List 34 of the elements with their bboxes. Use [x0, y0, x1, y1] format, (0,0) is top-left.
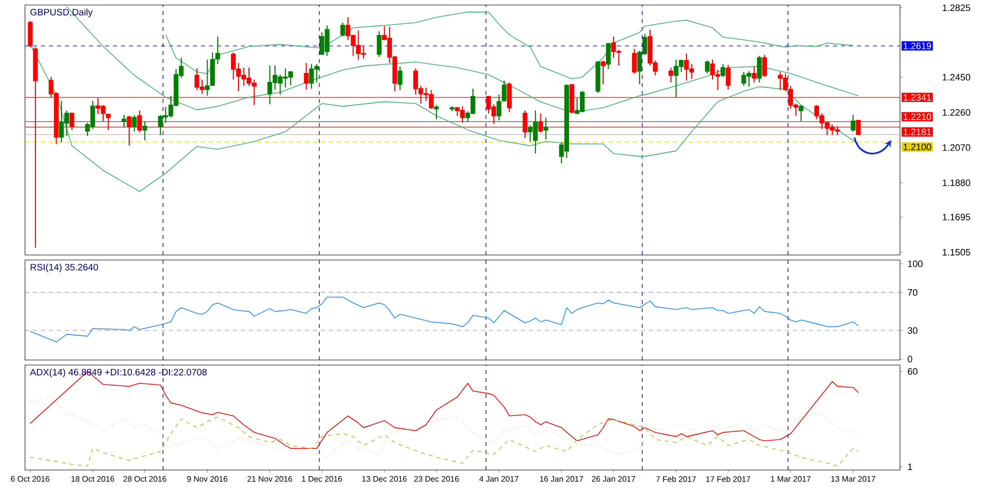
x-tick-label: 21 Nov 2016 [248, 476, 292, 482]
x-tick-label: 17 Feb 2017 [706, 476, 750, 482]
y-tick-label: 0 [908, 356, 912, 362]
chart-title: RSI(14) 35.2640 [30, 264, 98, 272]
x-tick-label: 16 Jan 2017 [540, 476, 584, 482]
x-tick-label: 28 Oct 2016 [123, 476, 166, 482]
x-tick-label: 9 Nov 2016 [187, 476, 228, 482]
ref-line-label: 1.2210 [904, 113, 932, 120]
y-tick-label: 100 [908, 260, 923, 268]
ref-line-label: 1.2181 [904, 128, 932, 136]
y-tick-label: 1.2825 [942, 4, 970, 12]
x-tick-label: 13 Dec 2016 [362, 476, 407, 482]
y-tick-label: 70 [908, 289, 918, 296]
y-tick-label: 1.2450 [942, 74, 970, 81]
x-tick-label: 18 Oct 2016 [72, 476, 114, 482]
ref-line-label: 1.2100 [904, 144, 932, 150]
x-tick-label: 1 Dec 2016 [302, 476, 342, 482]
y-tick-label: 1 [908, 464, 912, 470]
x-tick-label: 23 Dec 2016 [414, 476, 459, 482]
y-tick-label: 1.1880 [942, 179, 970, 186]
ref-line-label: 1.2341 [904, 94, 932, 101]
y-tick-label: 1.1505 [942, 248, 970, 256]
y-tick-label: 60 [908, 368, 918, 375]
x-tick-label: 26 Jan 2017 [592, 476, 636, 482]
x-tick-label: 1 Mar 2017 [771, 476, 810, 482]
y-tick-label: 1.1695 [942, 214, 970, 220]
x-tick-label: 13 Mar 2017 [831, 476, 876, 482]
x-tick-label: 4 Jan 2017 [479, 476, 518, 482]
y-tick-label: 1.2070 [942, 144, 970, 151]
x-tick-label: 7 Feb 2017 [656, 476, 696, 482]
y-tick-label: 30 [908, 327, 918, 334]
x-tick-label: 6 Oct 2016 [11, 476, 50, 482]
ref-line-label: 1.2619 [904, 42, 932, 50]
y-tick-label: 1.2260 [942, 109, 970, 116]
